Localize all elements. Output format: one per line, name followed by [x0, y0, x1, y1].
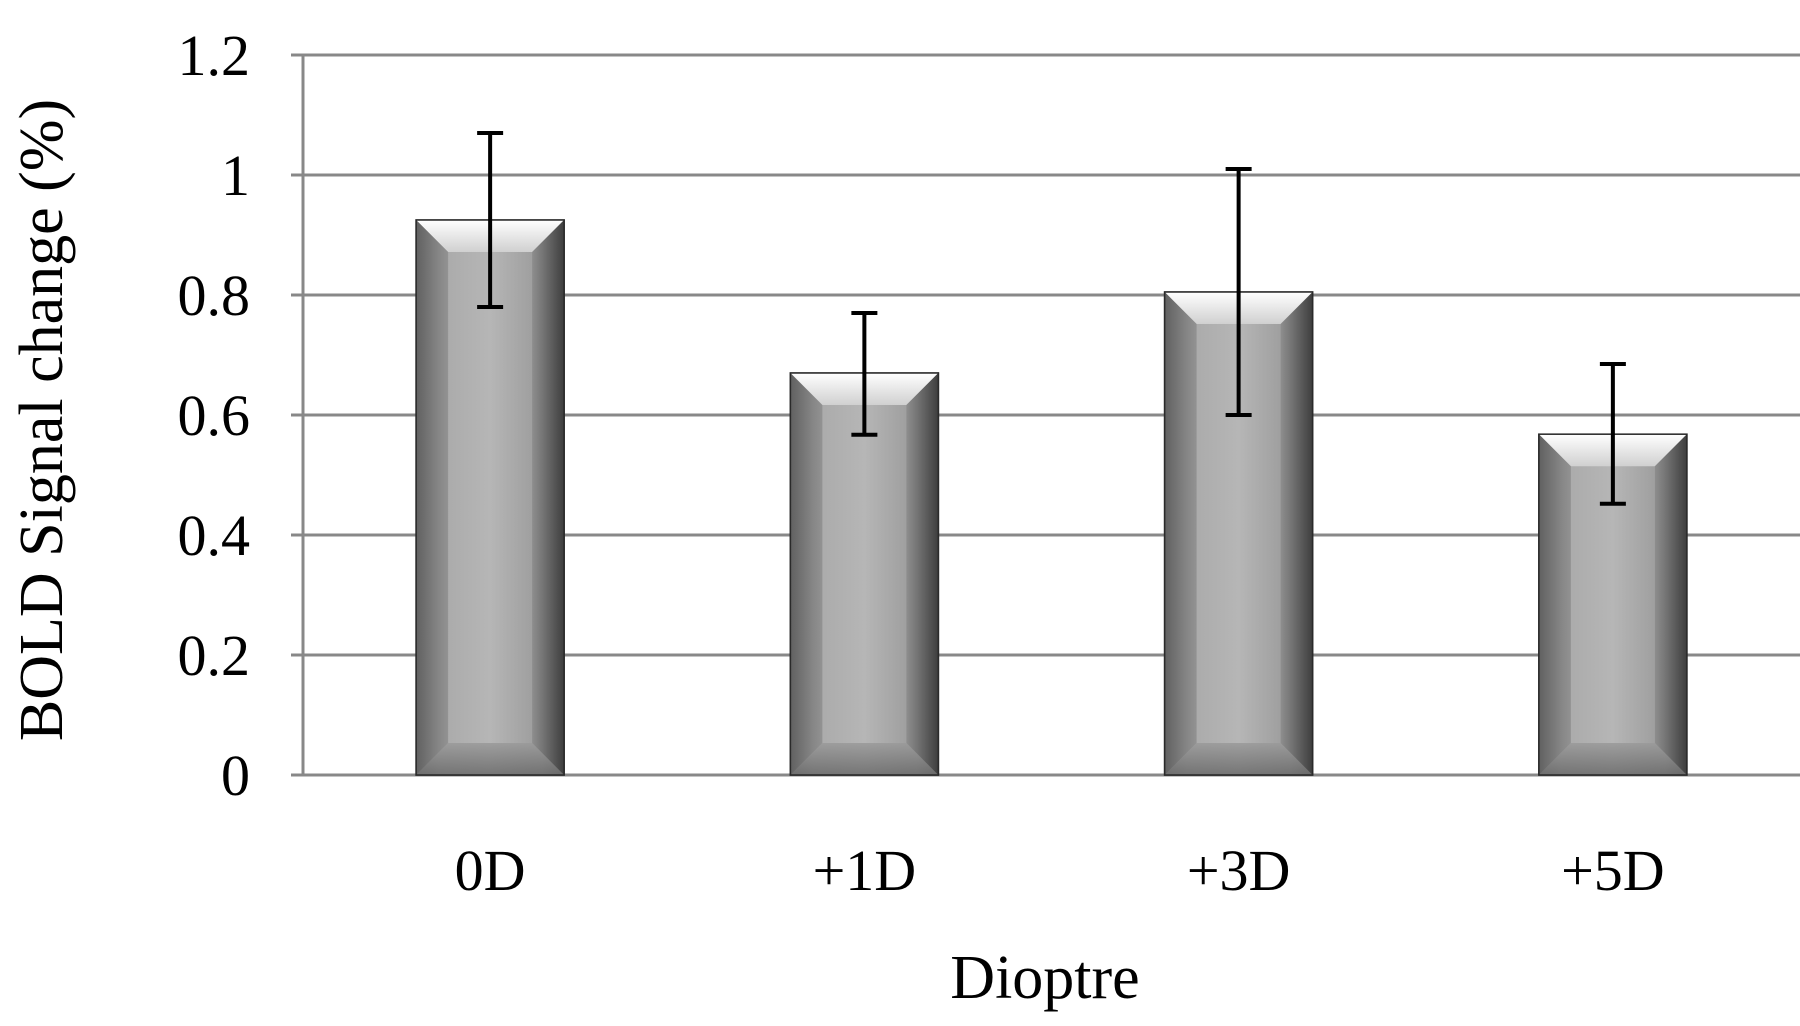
x-tick-label: 0D — [455, 838, 526, 903]
y-tick-labels: 0 0.2 0.4 0.6 0.8 1 1.2 — [178, 23, 251, 808]
x-tick-label: +5D — [1561, 838, 1665, 903]
x-tick-labels: 0D +1D +3D +5D — [455, 838, 1665, 903]
y-tick-label: 0.4 — [178, 503, 251, 568]
bars — [415, 219, 1688, 776]
x-tick-label: +1D — [813, 838, 917, 903]
error-bar — [1599, 362, 1626, 506]
error-bar — [851, 311, 878, 437]
bar — [1538, 433, 1688, 776]
error-bar — [477, 131, 504, 309]
x-axis-title: Dioptre — [950, 944, 1139, 1012]
y-tick-label: 0 — [221, 743, 250, 808]
y-tick-label: 1 — [221, 143, 250, 208]
error-bar — [1225, 167, 1252, 417]
bar — [1163, 291, 1314, 776]
y-tick-label: 0.2 — [178, 623, 251, 688]
x-tick-label: +3D — [1187, 838, 1291, 903]
y-axis-title: BOLD Signal change (%) — [8, 99, 76, 741]
error-bars — [477, 131, 1626, 506]
y-tick-label: 0.6 — [178, 383, 251, 448]
y-tick-label: 1.2 — [178, 23, 251, 88]
bar — [789, 372, 940, 776]
y-tick-label: 0.8 — [178, 263, 251, 328]
